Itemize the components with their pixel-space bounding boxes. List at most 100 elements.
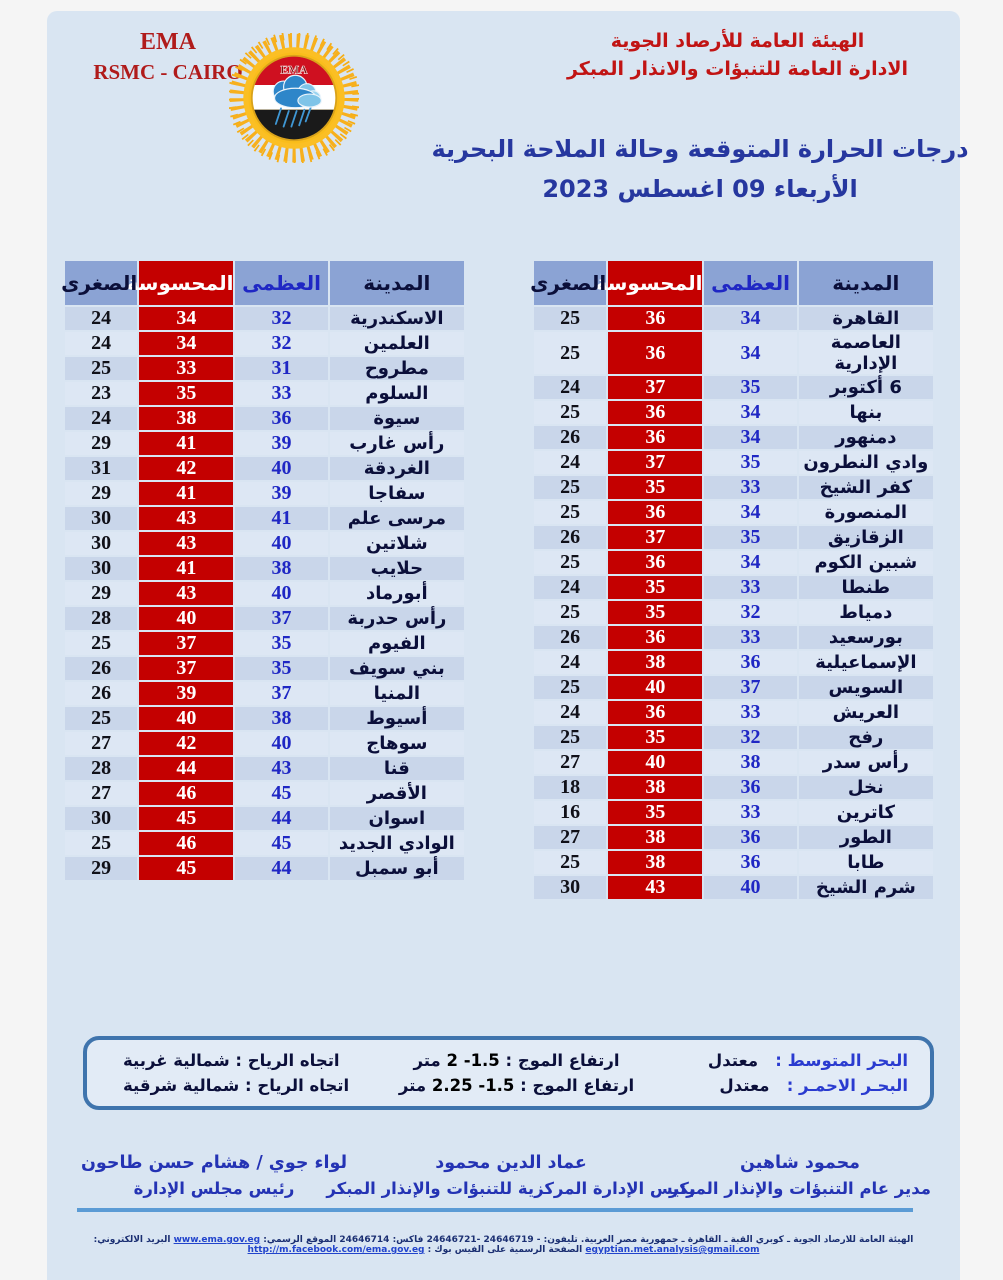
- max-cell: 33: [702, 624, 799, 651]
- max-cell: 38: [233, 555, 330, 582]
- table-row: طابا 36 38 25: [531, 849, 936, 876]
- bulletin-title: درجات الحرارة المتوقعة وحالة الملاحة الب…: [431, 135, 969, 163]
- feels-cell: 42: [137, 730, 236, 757]
- table-row: مطروح 31 33 25: [62, 355, 467, 382]
- signature-name: عماد الدين محمود: [435, 1153, 587, 1173]
- temperature-table-west: المدينة العظمى المحسوسة الصغرى الاسكندري…: [61, 259, 467, 882]
- footer-contact: الهيئة العامة للارصاد الجوية ـ كوبري الق…: [47, 1235, 960, 1255]
- email-link[interactable]: egyptian.met.analysis@gmail.com: [585, 1245, 760, 1255]
- table-row: المنيا 37 39 26: [62, 680, 467, 707]
- max-cell: 35: [233, 655, 330, 682]
- city-cell: حلايب: [327, 555, 467, 582]
- min-cell: 26: [62, 655, 140, 682]
- rain-icon: [274, 106, 312, 128]
- city-cell: المنيا: [327, 680, 467, 707]
- city-cell: السويس: [796, 674, 936, 701]
- city-cell: القاهرة: [796, 305, 936, 332]
- marine-conditions-box: البحر المتوسط : معتدل ارتفاع الموج : 1.5…: [83, 1036, 934, 1110]
- table-header-row: المدينة العظمى المحسوسة الصغرى: [530, 259, 936, 307]
- feels-cell: 35: [606, 724, 705, 751]
- feels-cell: 33: [137, 355, 236, 382]
- min-cell: 26: [531, 524, 609, 551]
- table-row: الفيوم 35 37 25: [62, 630, 467, 657]
- max-cell: 40: [233, 530, 330, 557]
- min-cell: 24: [531, 374, 609, 401]
- wave-height: ارتفاع الموج : 1.5- 2.25 متر: [365, 1076, 669, 1095]
- table-row: رأس سدر 38 40 27: [531, 749, 936, 776]
- table-row: المنصورة 34 36 25: [531, 499, 936, 526]
- table-row: نخل 36 38 18: [531, 774, 936, 801]
- footer-text: الصفحة الرسمية على الفيس بوك :: [424, 1245, 583, 1255]
- bulletin-title-block: درجات الحرارة المتوقعة وحالة الملاحة الب…: [350, 129, 1003, 209]
- min-cell: 29: [62, 480, 140, 507]
- feels-cell: 36: [606, 549, 705, 576]
- wind-value: شمالية غربية: [123, 1051, 230, 1070]
- max-cell: 31: [233, 355, 330, 382]
- city-cell: العاصمة الإدارية: [796, 330, 936, 376]
- marine-row-mediterranean: البحر المتوسط : معتدل ارتفاع الموج : 1.5…: [109, 1051, 908, 1070]
- table-row: الأقصر 45 46 27: [62, 780, 467, 807]
- min-cell: 26: [62, 680, 140, 707]
- city-cell: مطروح: [327, 355, 467, 382]
- min-cell: 30: [531, 874, 609, 901]
- max-cell: 35: [702, 524, 799, 551]
- table-row: القاهرة 34 36 25: [531, 305, 936, 332]
- table-row: العلمين 32 34 24: [62, 330, 467, 357]
- max-cell: 38: [233, 705, 330, 732]
- min-cell: 30: [62, 530, 140, 557]
- city-cell: أبو سمبل: [327, 855, 467, 882]
- signature-title: رئيس الإدارة المركزية للتنبؤات والإنذار …: [326, 1179, 696, 1198]
- city-cell: سوهاج: [327, 730, 467, 757]
- feels-cell: 35: [137, 380, 236, 407]
- min-cell: 28: [62, 605, 140, 632]
- min-cell: 27: [531, 749, 609, 776]
- marine-row-red-sea: البحـر الاحمـر : معتدل ارتفاع الموج : 1.…: [109, 1076, 908, 1095]
- facebook-link[interactable]: http://m.facebook.com/ema.gov.eg: [247, 1245, 425, 1255]
- max-cell: 40: [233, 455, 330, 482]
- feels-cell: 41: [137, 555, 236, 582]
- footer-text: الهيئة العامة للارصاد الجوية ـ كوبري الق…: [263, 1235, 914, 1245]
- table-row: طنطا 33 35 24: [531, 574, 936, 601]
- table-row: العريش 33 36 24: [531, 699, 936, 726]
- signature-title: رئيس مجلس الإدارة: [133, 1179, 295, 1198]
- feels-cell: 35: [606, 574, 705, 601]
- sea-state: البحر المتوسط : معتدل: [668, 1051, 908, 1070]
- agency-line-1: الهيئة العامة للأرصاد الجوية: [610, 30, 865, 52]
- max-cell: 34: [702, 549, 799, 576]
- feels-cell: 35: [606, 474, 705, 501]
- table-row: كفر الشيخ 33 35 25: [531, 474, 936, 501]
- table-row: الزقازيق 35 37 26: [531, 524, 936, 551]
- max-cell: 34: [702, 399, 799, 426]
- max-cell: 33: [702, 574, 799, 601]
- max-cell: 40: [233, 580, 330, 607]
- city-cell: نخل: [796, 774, 936, 801]
- table-row: العاصمة الإدارية 34 36 25: [531, 330, 936, 376]
- min-cell: 31: [62, 455, 140, 482]
- temperature-table-east: المدينة العظمى المحسوسة الصغرى القاهرة 34…: [530, 259, 936, 901]
- bulletin-page: EMA RSMC - CAIRO: [47, 11, 969, 1280]
- max-cell: 38: [702, 749, 799, 776]
- max-cell: 44: [233, 855, 330, 882]
- min-cell: 25: [531, 399, 609, 426]
- city-cell: الفيوم: [327, 630, 467, 657]
- feels-cell: 41: [137, 480, 236, 507]
- city-cell: رفح: [796, 724, 936, 751]
- max-cell: 37: [702, 674, 799, 701]
- header-city: المدينة: [327, 259, 467, 307]
- min-cell: 28: [62, 755, 140, 782]
- clouds-icon: [272, 74, 322, 109]
- max-cell: 34: [702, 305, 799, 332]
- table-row: 6 أكتوبر 35 37 24: [531, 374, 936, 401]
- table-row: شلاتين 40 43 30: [62, 530, 467, 557]
- table-row: أسيوط 38 40 25: [62, 705, 467, 732]
- feels-cell: 40: [606, 749, 705, 776]
- min-cell: 26: [531, 424, 609, 451]
- city-cell: طابا: [796, 849, 936, 876]
- min-cell: 24: [531, 699, 609, 726]
- bulletin-date: الأربعاء 09 اغسطس 2023: [542, 175, 858, 203]
- feels-cell: 37: [606, 449, 705, 476]
- website-link[interactable]: www.ema.gov.eg: [173, 1235, 261, 1245]
- min-cell: 25: [531, 674, 609, 701]
- sun-logo-icon: EMA: [227, 31, 361, 165]
- feels-cell: 39: [137, 680, 236, 707]
